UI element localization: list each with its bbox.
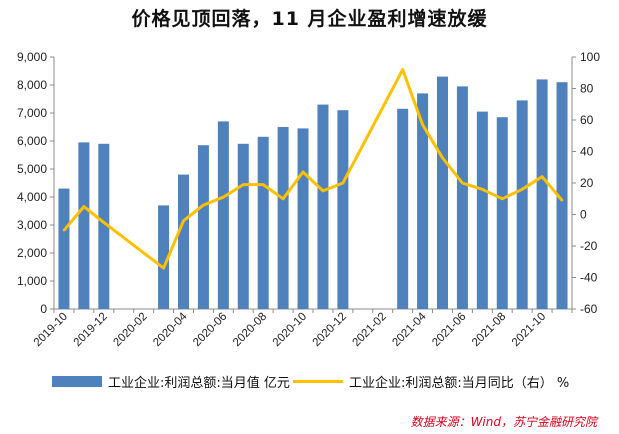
bar-2019-11: [78, 142, 90, 309]
bar-2021-06: [456, 86, 468, 310]
y-left-tick-label: 0: [40, 302, 47, 316]
line-point-2020-09: [281, 197, 285, 200]
x-tick-label: 2019-10: [32, 311, 70, 349]
line-point-2021-09: [520, 188, 524, 191]
line-point-2019-11: [82, 205, 86, 208]
line-point-2020-06: [222, 195, 225, 199]
source-note: 数据来源：Wind，苏宁金融研究院: [410, 415, 597, 429]
y-right-tick-label: 0: [580, 208, 587, 222]
y-left-tick-label: 3,000: [17, 218, 47, 232]
line-series: [62, 68, 564, 270]
line-point-2021-07: [481, 188, 484, 191]
y-left-tick-label: 4,000: [17, 190, 47, 204]
x-tick-label: 2021-08: [470, 311, 508, 349]
legend-swatch-line: [293, 380, 343, 383]
y-left-tick-label: 2,000: [17, 246, 47, 260]
y-left-tick-label: 5,000: [17, 162, 47, 176]
x-tick-label: 2020-02: [111, 311, 149, 349]
line-point-2021-05: [441, 156, 444, 159]
legend-label-line: 工业企业:利润总额:当月同比（右） %: [349, 376, 570, 391]
y-right-tick-label: 100: [580, 50, 600, 64]
bar-2021-08: [496, 117, 508, 309]
y-left-tick-label: 9,000: [17, 50, 47, 64]
legend-swatch-bar: [52, 376, 102, 387]
x-tick-label: 2020-08: [231, 311, 269, 349]
chart-title: 价格见顶回落，11 月企业盈利增速放缓: [131, 8, 488, 30]
bar-2020-08: [257, 136, 269, 309]
x-tick-label: 2021-04: [390, 310, 429, 349]
bar-2021-04: [417, 93, 429, 310]
x-tick-label: 2020-12: [311, 311, 349, 349]
bar-2021-03: [397, 108, 409, 309]
y-right-tick-label: 40: [580, 145, 594, 159]
line-point-2021-11: [560, 199, 564, 202]
x-tick-label: 2020-10: [271, 311, 309, 349]
bar-2020-05: [197, 145, 209, 309]
y-right-tick-label: -20: [580, 239, 598, 253]
x-tick-label: 2021-02: [351, 311, 389, 349]
line-point-2020-12: [341, 181, 345, 185]
line-point-2021-03: [401, 68, 404, 71]
x-tick-label: 2020-06: [191, 311, 229, 349]
bar-series: [58, 76, 568, 310]
line-point-2021-10: [540, 175, 544, 178]
bar-2020-03: [158, 205, 170, 309]
line-point-2019-12: [102, 221, 106, 224]
yoy-line: [62, 68, 564, 270]
bar-2021-09: [516, 100, 528, 310]
bar-2020-07: [237, 143, 249, 309]
y-right-tick-label: 60: [580, 113, 594, 127]
line-point-2019-10: [62, 229, 66, 232]
line-point-2021-06: [461, 181, 464, 185]
bar-2020-04: [178, 174, 189, 309]
x-tick-label: 2021-06: [430, 311, 468, 349]
y-left-tick-label: 7,000: [17, 106, 47, 120]
line-point-2020-05: [202, 203, 205, 207]
bar-2020-06: [217, 121, 229, 310]
legend: 工业企业:利润总额:当月值 亿元 工业企业:利润总额:当月同比（右） %: [0, 372, 619, 392]
bar-2019-12: [98, 143, 110, 309]
line-point-2020-04: [182, 219, 185, 222]
x-tick-label: 2021-10: [510, 311, 548, 349]
y-left-tick-label: 1,000: [17, 274, 47, 288]
line-point-2021-08: [501, 197, 504, 200]
line-point-2021-04: [421, 123, 424, 126]
y-right-tick-label: -40: [580, 271, 598, 285]
line-point-2020-07: [242, 183, 245, 186]
bar-2019-10: [58, 188, 70, 309]
line-point-2020-11: [321, 189, 325, 193]
x-tick-label: 2019-12: [72, 311, 110, 349]
line-point-2020-08: [261, 183, 265, 186]
legend-item-bars: 工业企业:利润总额:当月值 亿元: [52, 372, 290, 391]
bar-2021-05: [437, 76, 448, 309]
bar-2020-12: [337, 110, 349, 309]
bar-2021-11: [556, 82, 568, 309]
y-left-tick-label: 8,000: [17, 78, 47, 92]
bar-2021-07: [476, 111, 488, 309]
bar-2020-11: [317, 104, 329, 309]
bar-2020-10: [297, 128, 309, 309]
x-tick-label: 2020-04: [151, 310, 190, 349]
plot-area: 0 1,000 2,000 3,000 4,000 5,000 6,000 7,000 8,00…: [17, 50, 600, 349]
bar-2021-10: [536, 79, 548, 310]
bar-2020-09: [277, 127, 289, 309]
y-right-tick-label: -60: [580, 302, 598, 316]
line-point-2020-10: [301, 170, 305, 174]
y-right-tick-label: 80: [580, 82, 594, 96]
y-right-tick-label: 20: [580, 176, 594, 190]
legend-label-bars: 工业企业:利润总额:当月值 亿元: [108, 376, 290, 391]
legend-item-line: 工业企业:利润总额:当月同比（右） %: [293, 372, 569, 391]
line-point-2020-03: [162, 266, 165, 270]
y-left-tick-label: 6,000: [17, 134, 47, 148]
